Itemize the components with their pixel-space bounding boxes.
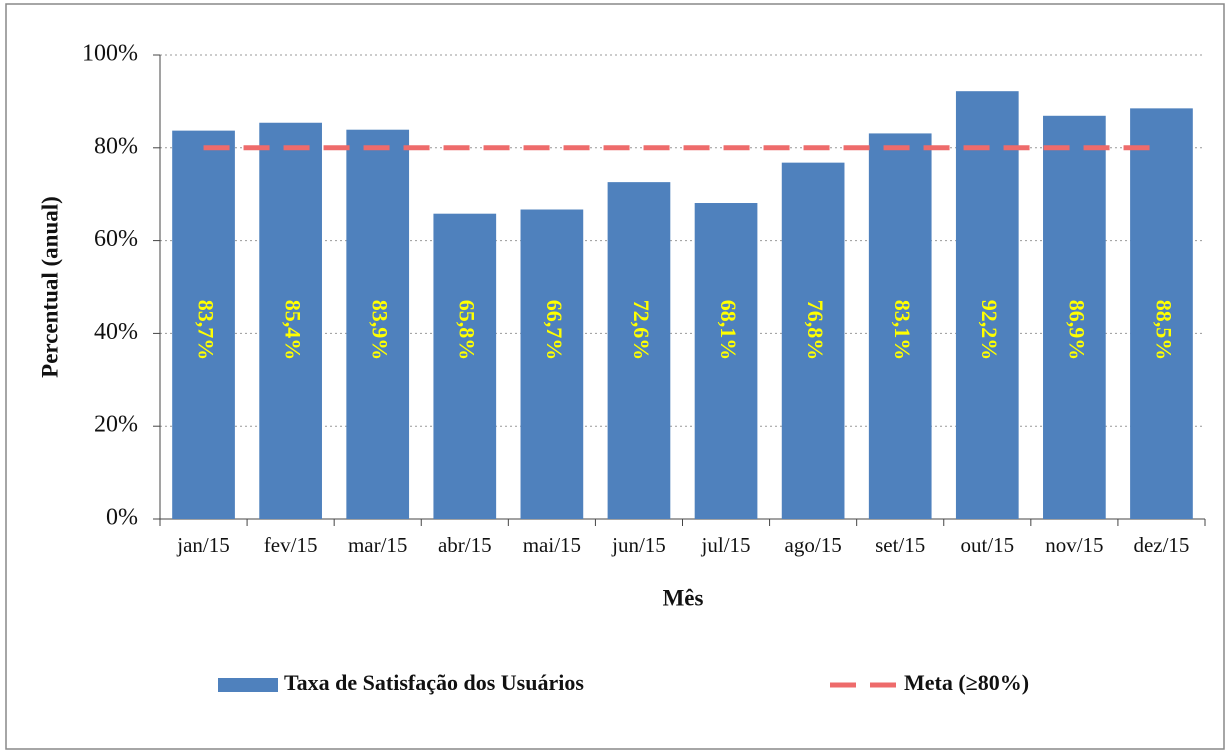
data-label: 83,7% — [193, 300, 218, 361]
x-tick-label: fev/15 — [264, 533, 318, 557]
data-label: 66,7% — [542, 300, 567, 361]
bar — [868, 133, 932, 519]
bar — [694, 203, 758, 520]
y-tick-label: 0% — [106, 505, 138, 531]
y-axis-title: Percentual (anual) — [37, 196, 62, 378]
y-tick-label: 80% — [94, 133, 138, 159]
bar — [1043, 115, 1106, 519]
legend-label: Meta (≥80%) — [904, 670, 1029, 695]
data-label: 83,1% — [890, 300, 915, 361]
bar — [955, 91, 1019, 519]
y-tick-label: 20% — [94, 412, 138, 438]
x-axis-title: Mês — [663, 585, 704, 610]
y-tick-label: 100% — [82, 41, 138, 67]
bar — [433, 213, 497, 520]
bar — [259, 122, 322, 519]
y-tick-label: 60% — [94, 226, 138, 252]
x-tick-label: mar/15 — [348, 533, 407, 557]
x-tick-label: jan/15 — [176, 533, 230, 557]
data-label: 92,2% — [977, 300, 1002, 361]
x-tick-label: out/15 — [960, 533, 1014, 557]
data-label: 86,9% — [1064, 300, 1089, 361]
data-label: 83,9% — [368, 300, 393, 361]
x-tick-label: dez/15 — [1133, 533, 1189, 557]
data-label: 85,4% — [281, 300, 306, 361]
bar — [781, 162, 845, 519]
x-tick-label: jun/15 — [611, 533, 666, 557]
data-label: 68,1% — [716, 300, 741, 361]
x-tick-label: set/15 — [875, 533, 925, 557]
x-tick-label: mai/15 — [523, 533, 581, 557]
bar — [346, 129, 410, 520]
x-tick-label: nov/15 — [1045, 533, 1103, 557]
x-tick-label: abr/15 — [438, 533, 492, 557]
legend-swatch — [218, 678, 278, 692]
bar — [1130, 108, 1193, 520]
y-tick-label: 40% — [94, 319, 138, 345]
x-tick-label: jul/15 — [701, 533, 751, 557]
legend-label: Taxa de Satisfação dos Usuários — [284, 670, 584, 695]
data-label: 88,5% — [1151, 300, 1176, 361]
x-tick-label: ago/15 — [785, 533, 842, 557]
data-label: 65,8% — [455, 300, 480, 361]
bar — [607, 182, 671, 520]
data-label: 72,6% — [629, 300, 654, 361]
bar — [172, 130, 235, 519]
bar — [520, 209, 584, 519]
data-label: 76,8% — [803, 300, 828, 361]
